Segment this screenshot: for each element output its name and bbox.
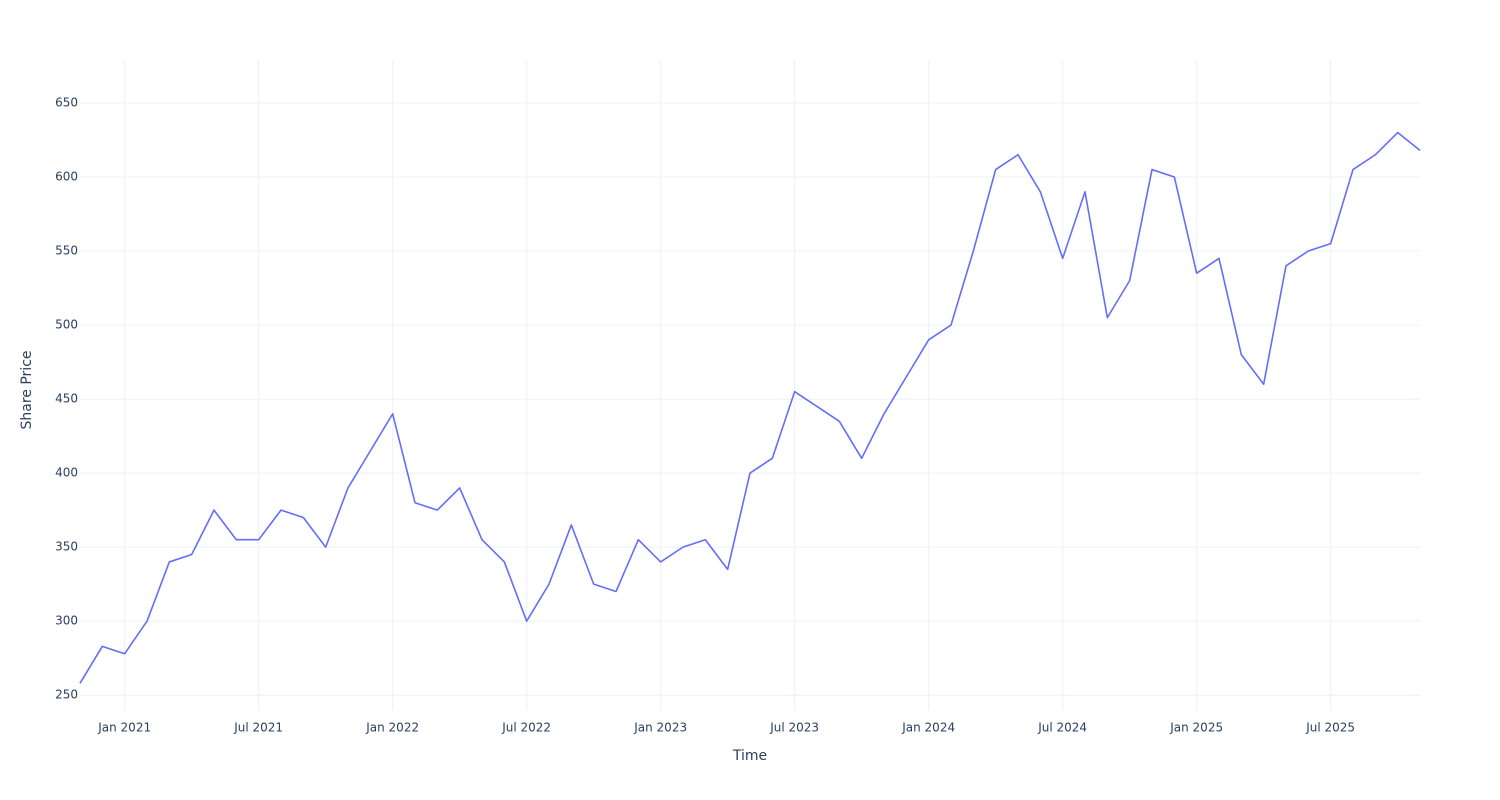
x-axis-title: Time xyxy=(732,748,767,764)
y-tick-label: 650 xyxy=(55,95,78,109)
price-line xyxy=(79,131,1421,684)
x-tick-label: Jul 2023 xyxy=(769,721,819,735)
y-tick-label: 350 xyxy=(55,540,78,554)
x-tick-label: Jan 2023 xyxy=(633,721,687,735)
x-tick-label: Jan 2025 xyxy=(1169,721,1223,735)
y-tick-label: 400 xyxy=(55,466,78,480)
y-tick-label: 550 xyxy=(55,244,78,258)
y-tick-label: 600 xyxy=(55,169,78,183)
y-axis-title: Share Price xyxy=(19,350,35,429)
y-tick-label: 500 xyxy=(55,318,78,332)
x-tick-label: Jul 2024 xyxy=(1037,721,1087,735)
x-tick-label: Jul 2021 xyxy=(233,721,283,735)
x-tick-label: Jan 2022 xyxy=(365,721,419,735)
x-tick-label: Jul 2025 xyxy=(1305,721,1355,735)
y-tick-label: 250 xyxy=(55,688,78,702)
y-tick-label: 450 xyxy=(55,392,78,406)
x-tick-label: Jan 2024 xyxy=(901,721,955,735)
y-tick-label: 300 xyxy=(55,614,78,628)
x-tick-label: Jul 2022 xyxy=(501,721,551,735)
x-tick-label: Jan 2021 xyxy=(97,721,151,735)
